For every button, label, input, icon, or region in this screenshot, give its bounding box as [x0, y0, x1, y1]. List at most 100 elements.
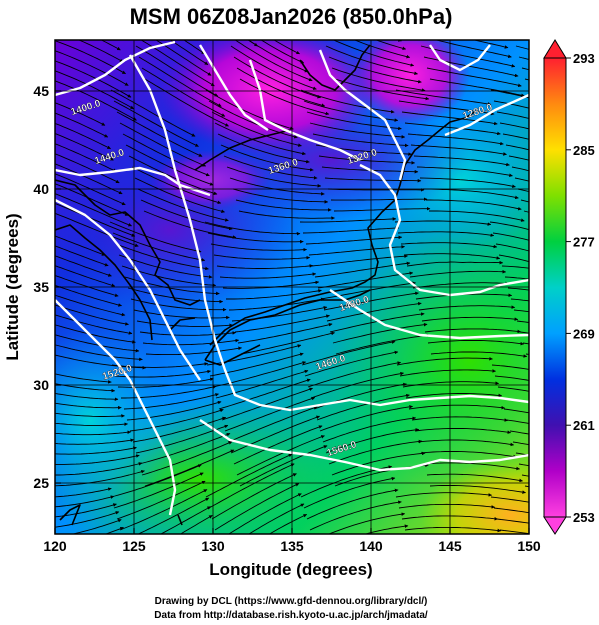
streamline: [224, 396, 316, 432]
streamline: [140, 199, 233, 231]
streamline: [55, 275, 119, 297]
streamline: [426, 199, 522, 211]
streamline: [316, 393, 410, 421]
streamline: [304, 350, 399, 377]
streamline: [301, 340, 396, 366]
streamline: [140, 40, 215, 87]
streamline: [55, 102, 106, 126]
streamline: [333, 206, 431, 212]
streamline: [145, 346, 242, 356]
colorbar-top-arrow: [543, 39, 567, 59]
streamline: [335, 333, 431, 355]
streamline: [217, 133, 310, 164]
streamline: [418, 305, 516, 311]
streamline: [236, 435, 325, 476]
streamline: [55, 469, 145, 487]
streamline: [234, 314, 330, 333]
streamline: [137, 497, 210, 534]
streamline: [397, 231, 495, 237]
streamline: [434, 40, 512, 59]
streamline: [216, 264, 314, 269]
streamline: [329, 312, 425, 333]
streamline: [55, 235, 106, 256]
x-tick-label-135: 135: [280, 538, 304, 554]
streamline: [322, 416, 417, 443]
streamline: [211, 473, 297, 520]
streamline: [55, 304, 129, 326]
streamline: [395, 89, 492, 106]
streamline: [511, 166, 529, 172]
streamline: [125, 144, 214, 186]
streamline: [142, 338, 240, 346]
streamline: [160, 506, 211, 534]
streamline: [116, 480, 206, 520]
streamline: [223, 155, 318, 180]
streamline: [426, 67, 522, 88]
streamline: [239, 78, 330, 116]
streamline: [236, 67, 326, 107]
streamline: [55, 430, 132, 436]
streamline: [332, 322, 428, 344]
streamline: [303, 476, 396, 509]
x-tick-label-150: 150: [517, 538, 541, 554]
streamline: [144, 449, 235, 487]
streamline: [506, 419, 529, 424]
streamline: [143, 210, 237, 239]
streamline: [126, 400, 222, 421]
streamline: [318, 155, 416, 165]
streamline: [121, 385, 217, 399]
streamline: [461, 0, 552, 9]
streamline: [507, 287, 529, 291]
x-tick-label-130: 130: [201, 538, 225, 554]
streamline: [55, 112, 109, 138]
streamline: [248, 503, 305, 534]
x-axis-label: Longitude (degrees): [209, 560, 372, 579]
streamline: [509, 563, 599, 570]
streamline: [131, 166, 222, 205]
y-axis-label: Latitude (degrees): [3, 213, 22, 360]
streamline: [412, 281, 510, 289]
streamline: [110, 464, 202, 498]
credit-drawing: Drawing by DCL (https://www.gfd-dennou.o…: [155, 596, 428, 607]
streamline: [306, 488, 399, 520]
streamline: [489, 221, 529, 231]
streamline: [353, 40, 411, 59]
streamline: [327, 188, 425, 192]
credit-data: Data from http://database.rish.kyoto-u.a…: [154, 610, 428, 621]
y-tick-label-35: 35: [33, 279, 49, 295]
streamline: [398, 100, 495, 116]
streamline: [420, 451, 517, 459]
streamline: [326, 301, 422, 322]
streamline: [503, 408, 529, 414]
streamline: [212, 361, 307, 388]
streamline: [104, 526, 124, 534]
y-tick-label-30: 30: [33, 377, 49, 393]
streamline: [55, 344, 143, 362]
streamline: [113, 100, 199, 147]
streamline: [55, 173, 126, 206]
streamline: [112, 232, 206, 262]
streamline: [430, 351, 528, 358]
streamline: [183, 40, 206, 55]
streamline: [505, 144, 529, 151]
streamline: [132, 416, 227, 443]
streamline: [414, 562, 510, 566]
streamline: [55, 153, 120, 184]
streamline: [55, 412, 125, 418]
streamline: [55, 495, 115, 508]
streamline: [300, 89, 395, 114]
streamline: [330, 197, 428, 201]
streamline: [211, 111, 302, 147]
streamline: [507, 13, 598, 44]
streamline: [394, 220, 492, 226]
streamline: [423, 462, 520, 471]
streamline: [429, 210, 525, 222]
streamline: [55, 255, 112, 277]
streamline: [228, 297, 325, 311]
streamline: [29, 2, 118, 38]
streamline: [109, 221, 202, 253]
x-tick-label-140: 140: [359, 538, 383, 554]
streamline: [399, 369, 496, 377]
streamline: [403, 253, 501, 260]
streamline: [55, 454, 140, 465]
